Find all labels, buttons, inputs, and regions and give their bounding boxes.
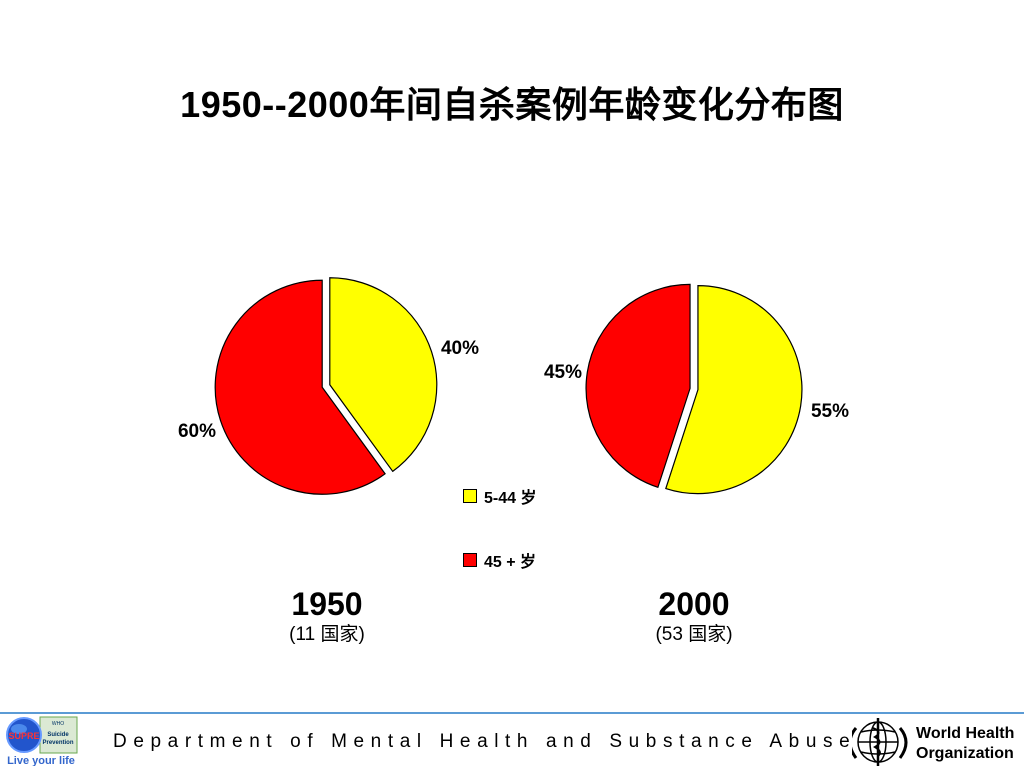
pie-data-label: 45% [544, 362, 582, 383]
pie-slice-2000-45-plus [585, 283, 691, 489]
pie-data-label: 55% [811, 401, 849, 422]
svg-text:Prevention: Prevention [42, 740, 73, 746]
legend-swatch-red [463, 553, 477, 567]
page-title: 1950--2000年间自杀案例年龄变化分布图 [180, 84, 844, 125]
legend-label: 45 + 岁 [484, 554, 537, 571]
pie-data-label: 60% [178, 421, 216, 442]
pie-slice-1950-45-plus [214, 279, 386, 495]
pie-chart-2000: 55% 45% [544, 283, 849, 495]
who-logo: World Health Organization [852, 718, 1014, 766]
year-caption-2000: 2000 (53 国家) [594, 586, 794, 648]
pie-data-label: 40% [441, 338, 479, 359]
svg-text:SUPRE: SUPRE [8, 731, 39, 741]
pie-chart-1950: 40% 60% [178, 277, 479, 495]
year-label: 2000 [658, 586, 730, 622]
legend-swatch-yellow [463, 489, 477, 503]
legend-item-45-plus: 45 + 岁 [463, 548, 536, 572]
svg-text:Live your life: Live your life [7, 755, 75, 766]
svg-text:Organization: Organization [916, 745, 1014, 762]
pie-slice-1950-5-44 [329, 277, 438, 473]
footer-divider [0, 712, 1024, 714]
pie-slice-2000-5-44 [665, 285, 803, 495]
legend-label: 5-44 岁 [484, 490, 537, 507]
legend: 5-44 岁 45 + 岁 [463, 484, 536, 612]
supre-logo: WHO Suicide Prevention SUPRE Live your l… [4, 716, 78, 766]
svg-text:WHO: WHO [52, 721, 64, 727]
department-name: Department of Mental Health and Substanc… [113, 731, 857, 752]
svg-text:Suicide: Suicide [47, 732, 69, 738]
svg-text:World Health: World Health [916, 725, 1014, 742]
legend-item-5-44: 5-44 岁 [463, 484, 536, 508]
country-count: (53 国家) [655, 624, 733, 645]
country-count: (11 国家) [289, 624, 365, 645]
year-label: 1950 [291, 586, 363, 622]
year-caption-1950: 1950 (11 国家) [227, 586, 427, 648]
